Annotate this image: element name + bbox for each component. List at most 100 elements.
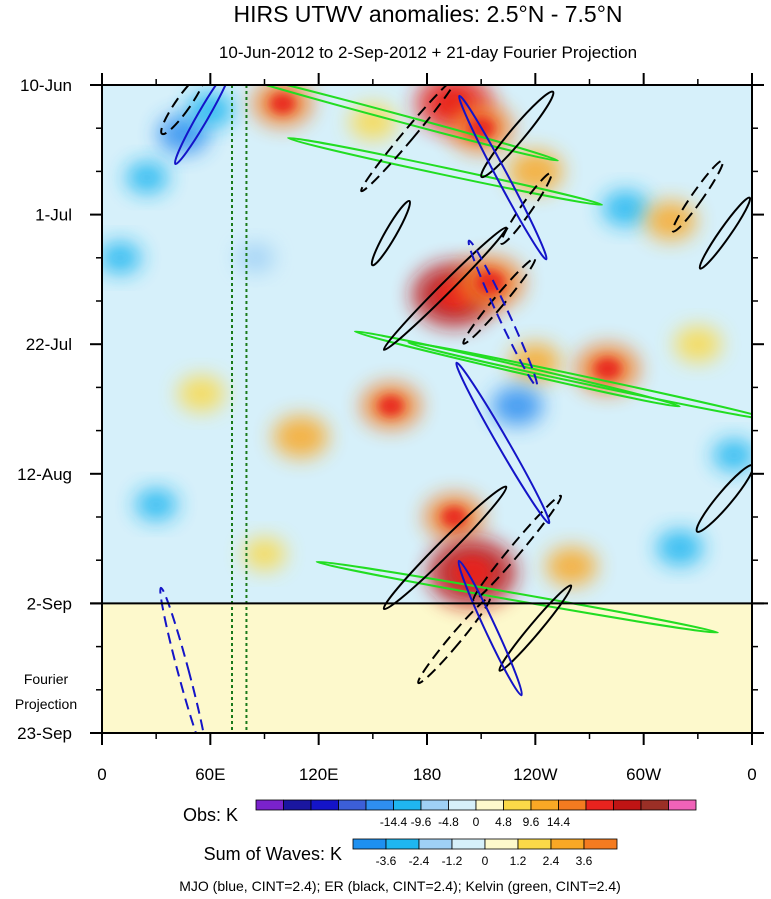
forecast-label-line2: Projection — [15, 696, 77, 712]
x-tick-label: 0 — [747, 765, 756, 784]
x-tick-label: 180 — [413, 765, 441, 784]
obs-colorbar-tick: 9.6 — [523, 815, 540, 829]
anomaly-core — [441, 506, 467, 528]
obs-colorbar-tick: -14.4 — [380, 815, 408, 829]
y-tick-label: 1-Jul — [35, 206, 72, 225]
waves-colorbar-tick: 3.6 — [576, 854, 593, 868]
er-contour — [472, 494, 563, 601]
obs-colorbar-label: Obs: K — [183, 805, 238, 825]
waves-colorbar-tick: 1.2 — [510, 854, 527, 868]
x-tick-label: 60E — [195, 765, 225, 784]
mjo-contour — [173, 85, 233, 166]
obs-color-swatch — [365, 799, 394, 811]
waves-colorbar-tick: 0 — [482, 854, 489, 868]
x-tick-label: 120W — [513, 765, 557, 784]
obs-color-swatch — [613, 799, 642, 811]
y-axis: 10-Jun 1-Jul 22-Jul 12-Aug 2-Sep 23-Sep … — [15, 76, 77, 743]
mjo-contour — [455, 361, 551, 525]
anomaly-blob — [157, 114, 209, 154]
x-tick-label: 120E — [299, 765, 339, 784]
er-contour — [695, 464, 752, 533]
er-contour — [462, 257, 537, 345]
y-tick-label: 2-Sep — [27, 594, 72, 613]
waves-color-swatch — [550, 838, 585, 850]
anomaly-blob — [545, 546, 597, 586]
contour-legend-footer: MJO (blue, CINT=2.4); ER (black, CINT=2.… — [179, 878, 621, 894]
anomaly-blob — [645, 201, 697, 241]
anomaly-blob — [602, 190, 650, 227]
kelvin-contour — [315, 560, 719, 634]
er-contour — [370, 199, 411, 267]
y-tick-label: 22-Jul — [26, 335, 72, 354]
anomaly-blob — [712, 438, 752, 472]
waves-colorbar-tick: -3.6 — [376, 854, 397, 868]
obs-colorbar-swatches — [255, 799, 697, 811]
anomaly-blob — [656, 529, 704, 566]
er-contour — [417, 596, 492, 685]
x-axis: 0 60E 120E 180 120W 60W 0 — [97, 765, 756, 784]
obs-color-swatch — [393, 799, 422, 811]
waves-colorbar-tick: -1.2 — [442, 854, 463, 868]
anomaly-blob — [186, 91, 234, 128]
mjo-contour — [467, 239, 539, 388]
reference-lines — [231, 85, 248, 733]
obs-colorbar-tick: -4.8 — [438, 815, 459, 829]
wave-contour-layer — [159, 85, 752, 733]
obs-color-swatch — [668, 799, 697, 811]
anomaly-blob — [491, 386, 543, 426]
er-contour — [671, 159, 725, 233]
forecast-label-line1: Fourier — [24, 671, 69, 687]
obs-color-swatch — [448, 799, 477, 811]
er-contour — [160, 85, 207, 136]
mjo-contour — [458, 94, 548, 261]
anomaly-blob — [236, 242, 275, 273]
waves-color-swatch — [484, 838, 519, 850]
waves-colorbar-tick: 2.4 — [543, 854, 560, 868]
x-tick-label: 60W — [626, 765, 661, 784]
waves-colorbar-swatches — [352, 838, 618, 850]
obs-color-swatch — [640, 799, 669, 811]
obs-color-swatch — [558, 799, 587, 811]
anomaly-blob — [134, 488, 178, 522]
anomaly-blob — [125, 161, 169, 194]
er-contour — [500, 171, 553, 245]
kelvin-contour — [222, 85, 559, 162]
plot-area — [102, 85, 752, 733]
kelvin-contour — [353, 330, 681, 408]
obs-colorbar-tick: 0 — [473, 815, 480, 829]
x-tick-label: 0 — [97, 765, 106, 784]
anomaly-core — [594, 357, 621, 380]
waves-colorbar-label: Sum of Waves: K — [204, 844, 342, 864]
anomaly-blob — [177, 375, 225, 412]
anomaly-blob — [674, 326, 722, 363]
obs-color-swatch — [283, 799, 312, 811]
er-contour — [382, 226, 508, 351]
anomaly-blob — [349, 104, 397, 141]
obs-colorbar-tick: 14.4 — [547, 815, 571, 829]
waves-color-swatch — [418, 838, 453, 850]
waves-colorbar: Sum of Waves: K -3.6 -2.4 -1.2 0 1.2 2.4… — [204, 838, 618, 868]
er-contour — [480, 90, 555, 179]
anomaly-blob — [243, 537, 286, 571]
mjo-contour — [457, 559, 523, 697]
anomaly-blob — [102, 241, 142, 275]
obs-color-swatch — [503, 799, 532, 811]
obs-color-swatch — [255, 799, 284, 811]
anomaly-core — [378, 395, 404, 417]
y-tick-label: 23-Sep — [17, 724, 72, 743]
chart-subtitle: 10-Jun-2012 to 2-Sep-2012 + 21-day Fouri… — [219, 43, 637, 62]
obs-colorbar: Obs: K -14.4 -9.6 -4.8 0 4.8 9.6 14.4 — [183, 799, 697, 829]
y-tick-label: 12-Aug — [17, 465, 72, 484]
waves-colorbar-tick: -2.4 — [409, 854, 430, 868]
waves-color-swatch — [451, 838, 486, 850]
waves-color-swatch — [385, 838, 420, 850]
obs-color-swatch — [310, 799, 339, 811]
waves-color-swatch — [583, 838, 618, 850]
er-contour — [360, 85, 458, 193]
er-contour — [498, 584, 573, 672]
mjo-contour — [159, 586, 208, 733]
waves-color-swatch — [352, 838, 387, 850]
obs-color-swatch — [338, 799, 367, 811]
chart-title: HIRS UTWV anomalies: 2.5°N - 7.5°N — [233, 1, 622, 27]
